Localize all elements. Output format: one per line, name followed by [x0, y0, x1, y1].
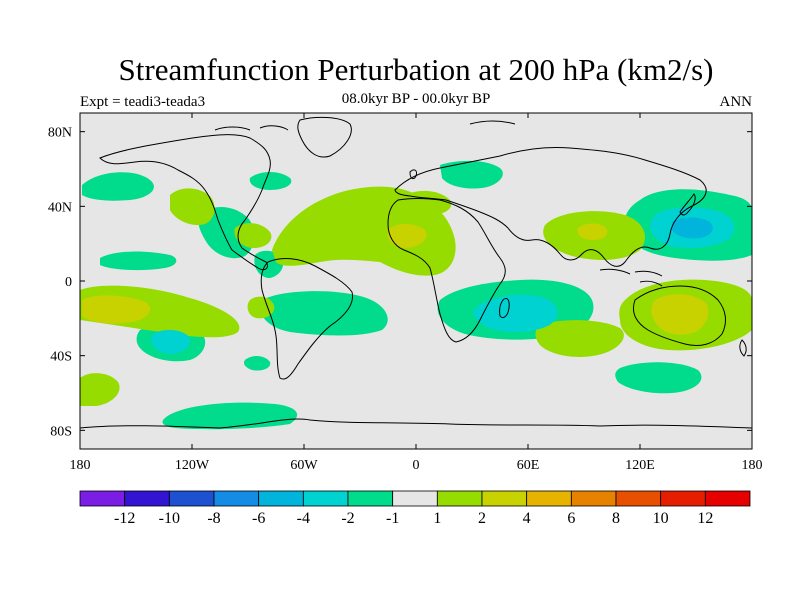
coast-japan	[679, 193, 696, 216]
core-positive-australia	[651, 294, 709, 335]
region-positive-southern-ocean	[80, 373, 120, 406]
colorbar-swatch	[347, 490, 394, 507]
colorbar-swatch	[124, 490, 170, 507]
colorbar-swatch	[436, 490, 483, 507]
region-negative-tropical-pacific	[100, 251, 177, 271]
x-tick-label: 60W	[290, 458, 318, 473]
core-west-pacific-deep	[672, 217, 713, 239]
colorbar-swatch	[615, 490, 662, 507]
y-tick-label: 80S	[50, 424, 72, 439]
region-negative-europe	[440, 160, 503, 189]
core-negative-southern-africa	[473, 294, 558, 332]
map-panel: 180 120W 60W 0 60E 120E 180 80N 40N 0 40S 80S	[48, 112, 763, 473]
colorbar-label: -1	[386, 510, 399, 527]
colorbar-label: 6	[567, 510, 575, 527]
coast-south-america	[260, 258, 354, 380]
coast-antarctica	[80, 418, 752, 429]
coast-africa	[387, 198, 506, 343]
y-tick-label: 80N	[48, 126, 72, 141]
season-label: ANN	[720, 94, 753, 110]
y-axis: 80N 40N 0 40S 80S	[48, 126, 752, 439]
colorbar-label: -10	[159, 510, 180, 527]
map-background	[80, 113, 752, 449]
coast-indonesia	[599, 268, 663, 287]
region-negative-south-atlantic	[243, 356, 271, 371]
y-tick-label: 40N	[48, 200, 72, 215]
region-negative-north-pacific	[82, 172, 154, 201]
coast-madagascar	[499, 297, 510, 319]
core-positive-atlantic	[387, 224, 427, 248]
colorbar-swatch	[302, 490, 349, 507]
region-negative-south-america	[260, 291, 388, 336]
region-negative-hudson	[249, 172, 292, 190]
x-tick-label: 60E	[517, 458, 540, 473]
x-axis: 180 120W 60W 0 60E 120E 180	[70, 113, 763, 473]
core-positive-tibet	[577, 223, 608, 240]
colorbar-swatch	[481, 490, 528, 507]
x-tick-label: 120E	[625, 458, 655, 473]
coast-australia	[633, 285, 726, 347]
region-negative-southern-indian	[615, 362, 702, 394]
chart-subtitle: 08.0kyr BP - 00.0kyr BP	[342, 91, 491, 107]
colorbar-label: -2	[341, 510, 354, 527]
colorbar-label: -8	[207, 510, 220, 527]
core-negative-south-pacific	[151, 329, 191, 354]
coast-arctic-islands	[214, 120, 516, 131]
region-positive-caribbean-west	[234, 223, 272, 248]
chart-title: Streamfunction Perturbation at 200 hPa (…	[119, 52, 714, 87]
colorbar-swatch	[660, 490, 706, 507]
colorbar-label: 12	[697, 510, 713, 527]
coast-north-america	[99, 134, 271, 271]
coast-eurasia	[394, 147, 707, 267]
region-positive-indian-ocean	[535, 320, 624, 357]
colorbar: -12 -10 -8 -6 -4 -2 -1 1 2 4 6 8 10 12	[79, 490, 751, 527]
x-tick-label: 180	[742, 458, 763, 473]
x-tick-label: 120W	[175, 458, 210, 473]
colorbar-swatch	[213, 490, 260, 507]
region-positive-pacific-northeast	[170, 188, 215, 226]
colorbar-label: 1	[433, 510, 441, 527]
colorbar-swatch	[392, 490, 438, 507]
x-tick-label: 0	[413, 458, 420, 473]
colorbar-label: 4	[523, 510, 531, 527]
colorbar-swatch	[704, 490, 751, 507]
coast-greenland	[297, 116, 352, 158]
core-positive-south-pacific	[82, 295, 151, 324]
colorbar-swatch	[526, 490, 572, 507]
coastlines	[80, 116, 752, 429]
coast-britain	[409, 169, 417, 180]
coast-new-zealand	[739, 339, 747, 357]
colorbar-label: 8	[612, 510, 620, 527]
colorbar-swatch	[79, 490, 126, 507]
y-tick-label: 40S	[50, 350, 72, 365]
colorbar-label: 10	[653, 510, 669, 527]
field-layer	[80, 160, 752, 430]
x-tick-label: 180	[70, 458, 91, 473]
colorbar-swatch	[258, 490, 304, 507]
colorbar-swatch	[570, 490, 617, 507]
colorbar-label: -4	[297, 510, 310, 527]
colorbar-swatch	[168, 490, 215, 507]
colorbar-label: -12	[114, 510, 135, 527]
experiment-label: Expt = teadi3-teada3	[80, 94, 205, 110]
colorbar-label: 2	[478, 510, 486, 527]
y-tick-label: 0	[65, 275, 72, 290]
colorbar-label: -6	[252, 510, 265, 527]
region-positive-east-pacific	[247, 296, 275, 319]
